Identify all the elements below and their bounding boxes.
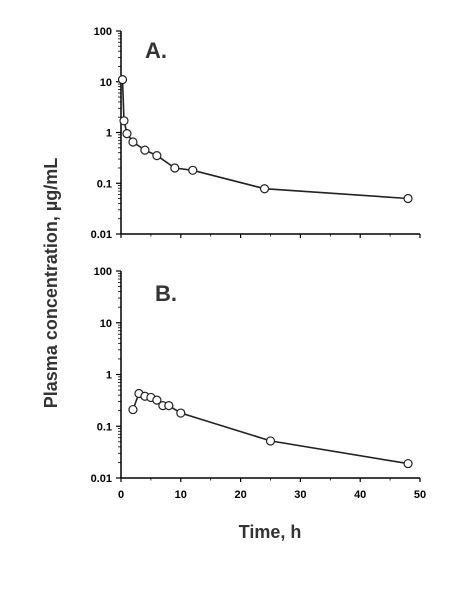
data-point [152,151,162,161]
panel-b: 0.01 0.1 1 10 100 0 10 20 30 40 50 B. [91,266,427,501]
y-tick-label: 0.01 [91,473,112,485]
data-point [117,75,128,85]
x-tick-label: 10 [175,489,187,501]
data-point [176,408,186,418]
x-axis-title: Time, h [239,522,302,542]
x-tick-label: 30 [294,489,306,501]
x-tick-label: 40 [354,489,366,501]
data-point [188,165,198,175]
data-point [122,129,132,139]
y-axis-title: Plasma concentration, µg/mL [41,158,61,408]
data-point [119,116,129,126]
y-tick-label: 100 [94,266,112,278]
panel-label-b: B. [155,281,177,306]
x-tick-label: 50 [414,489,426,501]
data-point [140,145,150,155]
data-point [152,395,162,405]
x-tick-label: 0 [118,489,124,501]
y-tick-label: 0.1 [97,178,112,190]
y-tick-label: 100 [94,26,112,38]
panel-label-a: A. [145,38,167,63]
data-point [170,163,180,173]
data-point [164,401,174,411]
y-tick-label: 10 [100,77,112,89]
data-point [403,458,413,469]
y-tick-label: 1 [106,128,112,140]
y-tick-label: 0.01 [91,229,112,241]
data-point [259,184,270,194]
panel-a: 0.01 0.1 1 10 100 A. [91,26,421,241]
y-tick-label: 1 [106,370,112,382]
series-line-b [132,392,409,465]
data-point [128,137,138,147]
series-line-a [121,79,409,200]
data-point [128,404,138,415]
y-tick-label: 0.1 [97,421,112,433]
data-point [403,193,413,204]
data-point [265,436,276,446]
x-tick-label: 20 [234,489,246,501]
y-tick-label: 10 [100,318,112,330]
